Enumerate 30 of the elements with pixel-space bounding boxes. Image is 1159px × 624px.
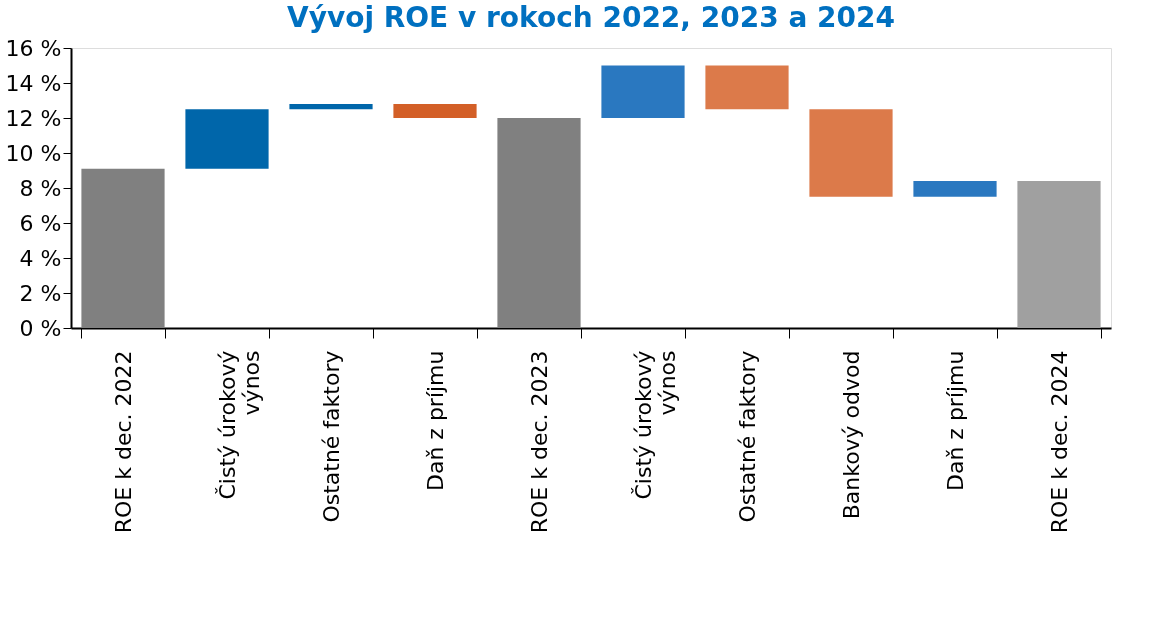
bar (185, 109, 269, 169)
x-tick-label: ROE k dec. 2024 (1046, 350, 1072, 534)
y-tick-label: 16 % (5, 35, 62, 61)
bar (393, 104, 477, 118)
bar (497, 118, 581, 328)
x-tick-label: Ostatné faktory (318, 350, 344, 523)
bar (1017, 181, 1101, 328)
x-tick-label: Bankový odvod (838, 350, 864, 520)
x-tick-label: ROE k dec. 2023 (526, 350, 552, 534)
x-tick-label: ROE k dec. 2022 (110, 350, 136, 534)
bar (289, 104, 373, 110)
bar (81, 168, 165, 328)
y-tick-label: 2 % (19, 280, 62, 306)
bar (601, 65, 685, 118)
x-tick-label: Čistý úrokový výnos (630, 350, 680, 500)
x-tick-label: Daň z príjmu (422, 350, 448, 492)
y-tick-label: 12 % (5, 105, 62, 131)
x-tick-label: Daň z príjmu (942, 350, 968, 492)
y-tick-label: 0 % (19, 315, 62, 341)
y-tick-label: 4 % (19, 245, 62, 271)
bar (705, 65, 789, 110)
x-tick-label: Čistý úrokový výnos (214, 350, 264, 500)
x-tick-label: Ostatné faktory (734, 350, 760, 523)
bar (913, 181, 997, 197)
y-tick-label: 8 % (19, 175, 62, 201)
y-tick-label: 10 % (5, 140, 62, 166)
y-tick-label: 6 % (19, 210, 62, 236)
bar (809, 109, 893, 197)
chart-title: Vývoj ROE v rokoch 2022, 2023 a 2024 (287, 1, 895, 34)
y-tick-label: 14 % (5, 70, 62, 96)
